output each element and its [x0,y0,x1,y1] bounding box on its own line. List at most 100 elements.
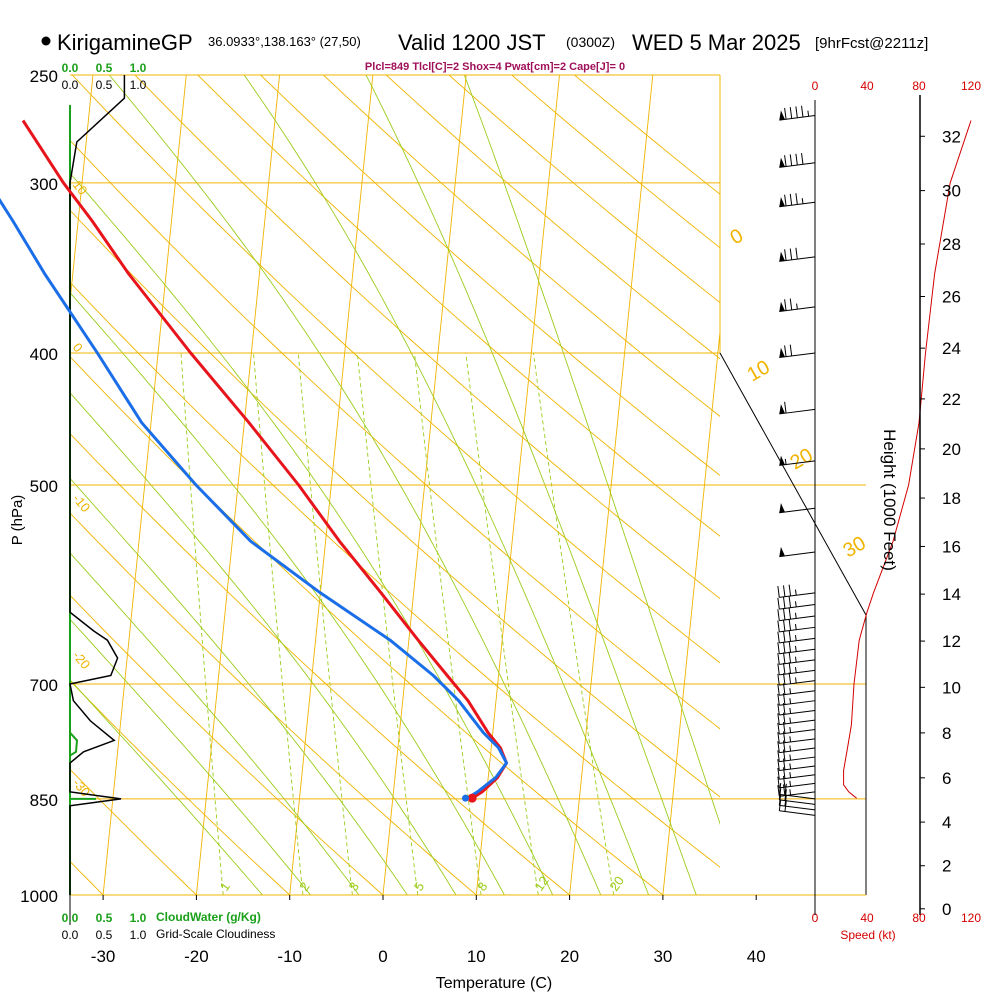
wind-barb-feather [795,106,798,118]
dry-adiabat-line [71,75,720,664]
wind-barb-feather [782,722,786,734]
wind-barb-feather [782,619,786,632]
wind-barb-feather [777,722,780,735]
wind-barb-half [794,645,797,652]
wind-barb-feather [782,740,786,752]
cloudiness-tick-bottom: 1.0 [130,928,147,942]
wind-barb-lower [777,749,816,763]
wind-barb-feather [788,662,792,674]
cloudwater-tick-top: 0.0 [62,61,79,75]
moist-adiabat-line [463,75,720,826]
wind-barb [779,401,816,415]
pressure-tick-label: 300 [30,175,58,194]
speed-tick-label-top: 0 [812,79,819,93]
moist-adiabat-label: 0 [727,225,748,250]
speed-tick-label-bottom: 40 [860,911,874,925]
height-tick-label: 28 [942,235,961,254]
wind-barb-feather [782,712,786,724]
cloudiness-tick-top: 0.0 [62,78,79,92]
dry-adiabat-line [70,512,477,895]
dry-adiabat-label: -10 [70,491,94,515]
isotherm-line [70,75,94,306]
wind-barb-surface [778,799,816,816]
wind-barb-staff [779,551,816,558]
mixing-ratio-line [532,352,615,895]
wind-barb-staff [779,507,816,514]
wind-barb-feather [777,663,780,675]
wind-barb-feather [782,630,786,643]
wind-barb-flag [779,347,785,358]
station-coords: 36.0933°,138.163° (27,50) [208,34,361,49]
wind-barb [779,502,816,514]
height-tick-label: 30 [942,182,961,201]
dry-adiabat-line [197,75,720,537]
dry-adiabat-line [70,594,384,895]
valid-date: WED 5 Mar 2025 [632,30,801,55]
temperature-tick-label: 10 [467,947,486,966]
wind-barb-feather [788,640,792,653]
wind-barb-lower [777,758,816,772]
height-tick-label: 16 [942,537,961,556]
speed-axis-title: Speed (kt) [840,928,895,942]
speed-tick-label-bottom: 0 [812,911,819,925]
moist-adiabat-line [243,75,650,895]
wind-barb-lower [777,775,816,789]
cloudwater-tick-bottom: 0.5 [96,911,113,925]
moist-adiabat-line [70,552,360,895]
mixing-ratio-line [180,352,224,895]
wind-barb-lower [777,740,816,754]
wind-barb-lower [777,672,816,686]
wind-barb-lower [777,722,816,735]
wind-barb-feather [782,641,786,654]
wind-barb [779,105,816,121]
moist-adiabat-line [70,679,263,895]
wind-barb-feather [784,401,787,414]
wind-barb [779,298,816,312]
wind-barb-feather [784,249,787,261]
wind-barb-feather [789,193,793,206]
stability-indices: Plcl=849 Tlcl[C]=2 Shox=4 Pwat[cm]=2 Cap… [365,61,625,73]
wind-barb-feather [788,584,792,597]
wind-barb-staff [779,810,816,816]
wind-barb-feather [778,799,782,811]
wind-barb-feather [788,596,792,608]
wind-barb-staff [779,637,816,644]
dry-adiabat-line [448,75,720,304]
wind-barb-feather [777,609,780,621]
mixing-ratio-line [413,352,482,895]
dry-adiabat-line [511,75,720,249]
cloudwater-bump [69,731,79,757]
speed-tick-label-top: 80 [912,79,926,93]
wind-barb-feather [789,344,793,357]
wind-barb-feather [777,741,780,753]
wind-barb-half [789,780,792,787]
height-tick-label: 20 [942,440,961,459]
height-tick-label: 14 [942,585,961,604]
wind-barb-feather [777,642,780,654]
wind-barb [779,152,816,168]
height-tick-label: 8 [942,724,951,743]
wind-barb-flag [779,455,785,466]
wind-barb-flag [779,301,785,312]
moist-adiabat-label: 30 [840,532,870,562]
wind-barb-feather [795,153,798,166]
height-tick-label: 12 [942,632,961,651]
wind-barb-half [789,726,792,733]
mixing-ratio-line [297,352,353,895]
wind-barb [779,546,816,558]
height-tick-label: 0 [942,900,951,919]
wind-barb-staff [779,690,816,696]
wind-barb-staff [779,162,816,168]
wind-barb-half [794,656,797,663]
cloudwater-tick-bottom: 1.0 [130,911,147,925]
wind-panel [777,105,972,816]
height-tick-label: 18 [942,489,961,508]
wind-barb-half [789,772,792,778]
height-tick-label: 4 [942,813,951,832]
wind-barb-feather [784,345,787,357]
height-tick-label: 10 [942,678,961,697]
speed-tick-label-top: 40 [860,79,874,93]
wind-barb-staff [779,460,816,466]
dry-adiabat-line [70,680,291,895]
